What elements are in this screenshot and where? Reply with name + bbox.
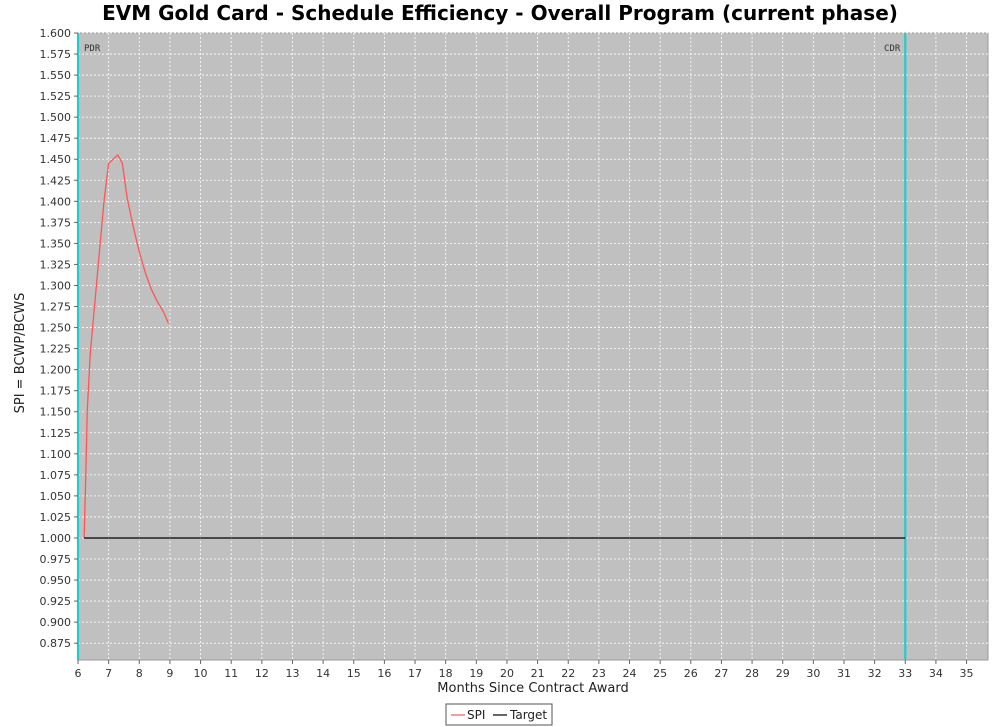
x-tick-label: 6: [75, 667, 82, 680]
y-tick-label: 1.400: [40, 195, 72, 208]
y-tick-label: 1.475: [40, 132, 72, 145]
y-tick-label: 1.225: [40, 343, 72, 356]
y-tick-label: 1.200: [40, 364, 72, 377]
y-axis-label: SPI = BCWP/BCWS: [13, 293, 28, 414]
y-tick-label: 0.925: [40, 595, 72, 608]
y-tick-label: 0.950: [40, 574, 72, 587]
y-tick-label: 1.375: [40, 216, 72, 229]
y-tick-label: 1.050: [40, 490, 72, 503]
x-tick-label: 17: [408, 667, 422, 680]
x-tick-label: 20: [500, 667, 514, 680]
x-tick-label: 18: [439, 667, 453, 680]
x-axis-ticks: 6 7 8 9 10 11 12 13 14 15 16 17 18 19 20 21 22 23 24 25 26 27…: [75, 660, 974, 680]
x-tick-label: 21: [531, 667, 545, 680]
marker-label-pdr: PDR: [84, 44, 101, 54]
chart-title: EVM Gold Card - Schedule Efficiency - Ov…: [102, 1, 898, 25]
x-tick-label: 22: [561, 667, 575, 680]
legend-label-target: Target: [509, 708, 547, 722]
gridlines: [77, 32, 988, 660]
x-tick-label: 33: [898, 667, 912, 680]
x-tick-label: 24: [623, 667, 637, 680]
data-series: [83, 154, 906, 539]
x-tick-label: 13: [285, 667, 299, 680]
x-tick-label: 10: [194, 667, 208, 680]
y-tick-label: 1.150: [40, 406, 72, 419]
x-tick-label: 23: [592, 667, 606, 680]
y-tick-label: 1.350: [40, 237, 72, 250]
y-tick-label: 1.075: [40, 469, 72, 482]
y-tick-label: 1.525: [40, 90, 72, 103]
y-tick-label: 1.500: [40, 111, 72, 124]
x-axis-label: Months Since Contract Award: [437, 681, 628, 696]
y-tick-label: 1.425: [40, 174, 72, 187]
y-tick-label: 1.600: [40, 27, 72, 40]
x-tick-label: 28: [745, 667, 759, 680]
y-tick-label: 1.100: [40, 448, 72, 461]
y-tick-label: 1.325: [40, 258, 72, 271]
y-tick-label: 1.575: [40, 48, 72, 61]
series-line-spi: [83, 154, 169, 539]
x-tick-label: 31: [837, 667, 851, 680]
y-tick-label: 1.550: [40, 69, 72, 82]
legend-label-spi: SPI: [467, 708, 485, 722]
y-axis-ticks: 0.875 0.900 0.925 0.950 0.975 1.000 1.025 1.050…: [40, 27, 78, 650]
y-tick-label: 1.125: [40, 427, 72, 440]
x-tick-label: 11: [224, 667, 238, 680]
x-tick-label: 32: [868, 667, 882, 680]
y-tick-label: 1.025: [40, 511, 72, 524]
y-tick-label: 1.450: [40, 153, 72, 166]
x-tick-label: 8: [136, 667, 143, 680]
x-tick-label: 26: [684, 667, 698, 680]
y-tick-label: 1.275: [40, 301, 72, 314]
x-tick-label: 12: [255, 667, 269, 680]
x-tick-label: 19: [469, 667, 483, 680]
x-tick-label: 9: [166, 667, 173, 680]
phase-markers: PDR CDR: [76, 33, 907, 660]
x-tick-label: 29: [776, 667, 790, 680]
x-tick-label: 15: [347, 667, 361, 680]
y-tick-label: 1.300: [40, 279, 72, 292]
x-tick-label: 25: [653, 667, 667, 680]
x-tick-label: 16: [377, 667, 391, 680]
x-tick-label: 34: [929, 667, 943, 680]
marker-label-cdr: CDR: [884, 44, 901, 54]
x-tick-label: 30: [806, 667, 820, 680]
plot-area: [77, 32, 989, 661]
y-tick-label: 1.175: [40, 385, 72, 398]
y-tick-label: 0.875: [40, 637, 72, 650]
x-tick-label: 35: [960, 667, 974, 680]
y-tick-label: 0.975: [40, 553, 72, 566]
y-tick-label: 1.000: [40, 532, 72, 545]
x-tick-label: 14: [316, 667, 330, 680]
x-tick-label: 7: [105, 667, 112, 680]
y-tick-label: 1.250: [40, 322, 72, 335]
legend: SPI Target: [445, 703, 553, 726]
x-tick-label: 27: [714, 667, 728, 680]
y-tick-label: 0.900: [40, 616, 72, 629]
